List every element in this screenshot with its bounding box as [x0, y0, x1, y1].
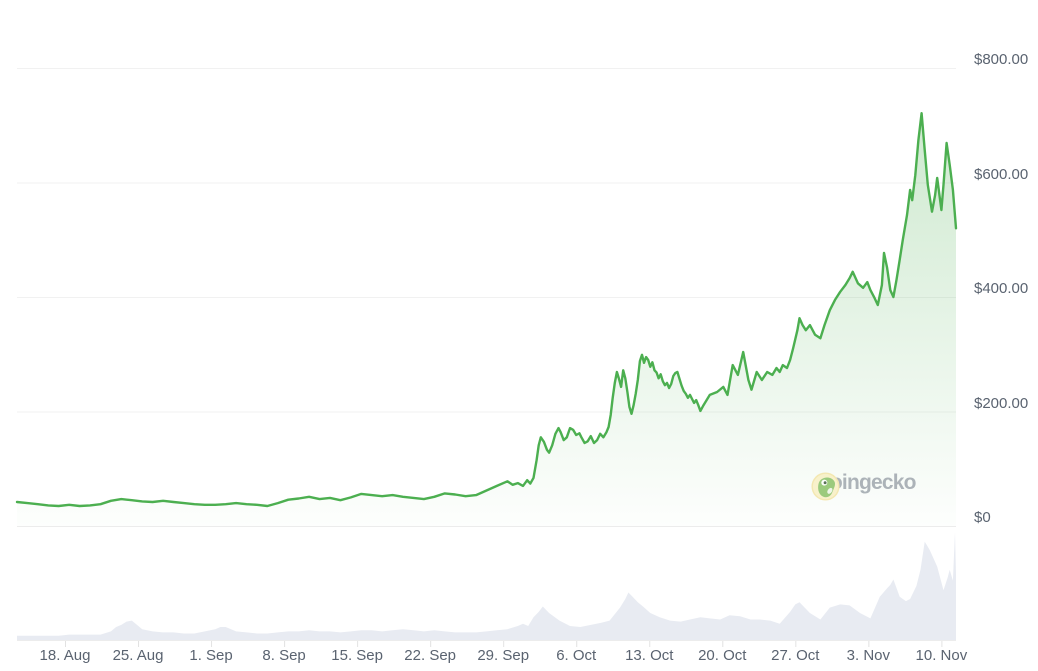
- volume-area: [17, 532, 956, 640]
- x-axis-label: 8. Sep: [262, 647, 306, 664]
- x-axis-label: 3. Nov: [846, 647, 891, 664]
- x-axis-label: 22. Sep: [404, 647, 457, 664]
- price-area-fill: [17, 113, 956, 526]
- x-axis-label: 18. Aug: [39, 647, 91, 664]
- x-axis-label: 1. Sep: [189, 647, 233, 664]
- x-axis-label: 15. Sep: [331, 647, 383, 664]
- y-axis-label: $0: [974, 509, 991, 526]
- coingecko-watermark: coingecko: [810, 471, 916, 501]
- x-axis-label: 10. Nov: [915, 647, 968, 664]
- price-line: [15, 112, 958, 508]
- y-axis-label: $400.00: [974, 280, 1029, 297]
- x-axis-label: 13. Oct: [625, 647, 674, 664]
- coingecko-logo-icon: [811, 472, 840, 501]
- x-axis-label: 6. Oct: [556, 647, 597, 664]
- y-axis-label: $800.00: [974, 51, 1029, 68]
- coingecko-brand-text: coingecko: [819, 471, 916, 494]
- y-axis-label: $600.00: [974, 165, 1029, 183]
- x-axis-label: 20. Oct: [698, 647, 747, 664]
- y-axis-label: $200.00: [974, 394, 1029, 412]
- x-axis-label: 29. Sep: [477, 647, 530, 664]
- x-axis-label: 25. Aug: [112, 647, 164, 664]
- x-axis-label: 27. Oct: [771, 647, 820, 664]
